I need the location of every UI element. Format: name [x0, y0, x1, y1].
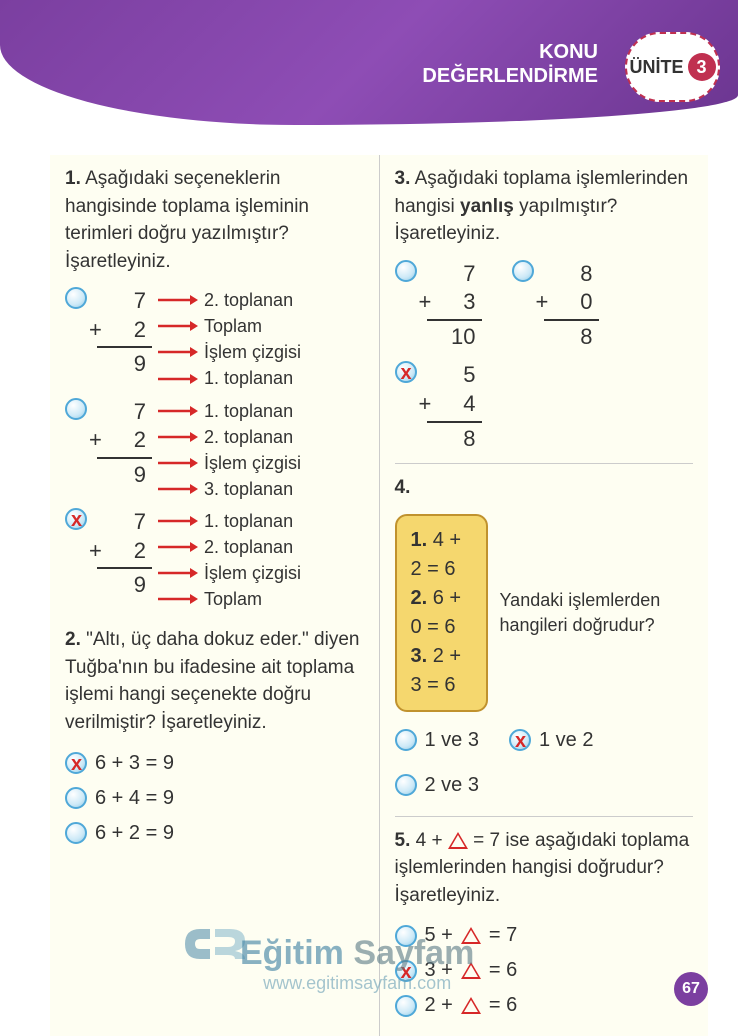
arrow-icon — [158, 345, 198, 359]
addition-block: 5+48 — [427, 361, 482, 453]
arrow-icon — [158, 482, 198, 496]
question-1: 1. Aşağıdaki seçeneklerin hangisinde top… — [65, 165, 364, 275]
q4-number: 4. — [395, 477, 411, 498]
option-right: = 6 — [489, 956, 517, 985]
addition-block: 7+29 — [97, 287, 152, 391]
option-bubble[interactable] — [512, 260, 534, 282]
unit-number: 3 — [688, 53, 716, 81]
arrow-icon — [158, 566, 198, 580]
option-label: 1 ve 3 — [425, 726, 479, 755]
q5-pre: 4 + — [416, 830, 448, 851]
option-bubble[interactable] — [65, 752, 87, 774]
label-column: 2. toplananToplamİşlem çizgisi1. toplana… — [152, 287, 301, 391]
option-bubble[interactable] — [509, 729, 531, 751]
q4-box-line: 1. 4 + 2 = 6 — [411, 526, 472, 584]
q5-option: 2 + = 6 — [395, 991, 694, 1020]
wm-url: www.egitimsayfam.com — [240, 973, 474, 994]
unit-label: ÜNİTE — [630, 57, 684, 78]
option-bubble[interactable] — [65, 508, 87, 530]
q2-option: 6 + 2 = 9 — [65, 819, 364, 848]
arrow-icon — [158, 404, 198, 418]
option-right: = 6 — [489, 991, 517, 1020]
option-expression: 6 + 4 = 9 — [95, 784, 174, 813]
triangle-icon — [461, 927, 481, 944]
q1-text: Aşağıdaki seçeneklerin hangisinde toplam… — [65, 168, 309, 272]
arrow-icon — [158, 293, 198, 307]
watermark: Eğitim Sayfam www.egitimsayfam.com — [240, 934, 474, 994]
left-column: 1. Aşağıdaki seçeneklerin hangisinde top… — [50, 155, 380, 1036]
q3-option: 8+08 — [512, 260, 599, 352]
option-label: 2 ve 3 — [425, 771, 479, 800]
q5-number: 5. — [395, 830, 411, 851]
q1-number: 1. — [65, 168, 81, 189]
question-3: 3. Aşağıdaki toplama işlemlerinden hangi… — [395, 165, 694, 248]
q1-option: 7+292. toplananToplamİşlem çizgisi1. top… — [65, 287, 364, 391]
q3-text-bold: yanlış — [460, 196, 514, 217]
content-area: 1. Aşağıdaki seçeneklerin hangisinde top… — [0, 125, 738, 1036]
option-bubble[interactable] — [395, 260, 417, 282]
wm-brand: Sayfam — [353, 934, 474, 972]
q2-option: 6 + 3 = 9 — [65, 749, 364, 778]
option-bubble[interactable] — [395, 729, 417, 751]
arrow-icon — [158, 592, 198, 606]
q4-body: 1. 4 + 2 = 62. 6 + 0 = 63. 2 + 3 = 6 Yan… — [395, 514, 694, 712]
q2-text: "Altı, üç daha dokuz eder." diyen Tuğba'… — [65, 629, 359, 733]
option-bubble[interactable] — [395, 995, 417, 1017]
q4-option: 1 ve 2 — [509, 726, 593, 755]
arrow-icon — [158, 540, 198, 554]
triangle-icon — [461, 997, 481, 1014]
addition-block: 7+310 — [427, 260, 482, 352]
addition-block: 8+08 — [544, 260, 599, 352]
q1-option: 7+291. toplanan2. toplananİşlem çizgisi3… — [65, 398, 364, 502]
question-5: 5. 4 + = 7 ise aşağıdaki toplama işlemle… — [395, 827, 694, 910]
q2-option: 6 + 4 = 9 — [65, 784, 364, 813]
option-bubble[interactable] — [65, 287, 87, 309]
header-line1: KONU — [422, 40, 598, 64]
addition-block: 7+29 — [97, 508, 152, 612]
option-bubble[interactable] — [65, 398, 87, 420]
q4-box-line: 3. 2 + 3 = 6 — [411, 642, 472, 700]
unit-badge: ÜNİTE 3 — [625, 32, 720, 102]
question-4: 4. — [395, 474, 694, 502]
separator — [395, 816, 694, 817]
option-bubble[interactable] — [65, 787, 87, 809]
arrow-icon — [158, 372, 198, 386]
option-expression: 6 + 2 = 9 — [95, 819, 174, 848]
q3-number: 3. — [395, 168, 411, 189]
label-column: 1. toplanan2. toplananİşlem çizgisiTopla… — [152, 508, 301, 612]
option-expression: 6 + 3 = 9 — [95, 749, 174, 778]
q3-option: 5+48 — [395, 361, 482, 453]
q4-option: 1 ve 3 — [395, 726, 479, 755]
arrow-icon — [158, 456, 198, 470]
option-bubble[interactable] — [395, 361, 417, 383]
page-header: KONU DEĞERLENDİRME ÜNİTE 3 — [0, 0, 738, 125]
option-left: 2 + — [425, 991, 453, 1020]
wm-brand-pre: Eğitim — [240, 934, 344, 972]
option-bubble[interactable] — [65, 822, 87, 844]
page-number: 67 — [674, 972, 708, 1006]
header-line2: DEĞERLENDİRME — [422, 64, 598, 88]
option-label: 1 ve 2 — [539, 726, 593, 755]
triangle-icon — [461, 962, 481, 979]
arrow-icon — [158, 430, 198, 444]
q3-option: 7+310 — [395, 260, 482, 352]
q1-option: 7+291. toplanan2. toplananİşlem çizgisiT… — [65, 508, 364, 612]
question-2: 2. "Altı, üç daha dokuz eder." diyen Tuğ… — [65, 626, 364, 736]
q4-option: 2 ve 3 — [395, 771, 479, 800]
separator — [395, 463, 694, 464]
addition-block: 7+29 — [97, 398, 152, 502]
arrow-icon — [158, 514, 198, 528]
q4-box-line: 2. 6 + 0 = 6 — [411, 584, 472, 642]
label-column: 1. toplanan2. toplananİşlem çizgisi3. to… — [152, 398, 301, 502]
right-column: 3. Aşağıdaki toplama işlemlerinden hangi… — [380, 155, 709, 1036]
q4-equations-box: 1. 4 + 2 = 62. 6 + 0 = 63. 2 + 3 = 6 — [395, 514, 488, 712]
q2-number: 2. — [65, 629, 81, 650]
option-right: = 7 — [489, 921, 517, 950]
header-title: KONU DEĞERLENDİRME — [422, 40, 598, 88]
arrow-icon — [158, 319, 198, 333]
triangle-icon — [448, 832, 468, 849]
option-bubble[interactable] — [395, 774, 417, 796]
q4-side-text: Yandaki işlemlerden hangileri doğrudur? — [500, 588, 693, 637]
